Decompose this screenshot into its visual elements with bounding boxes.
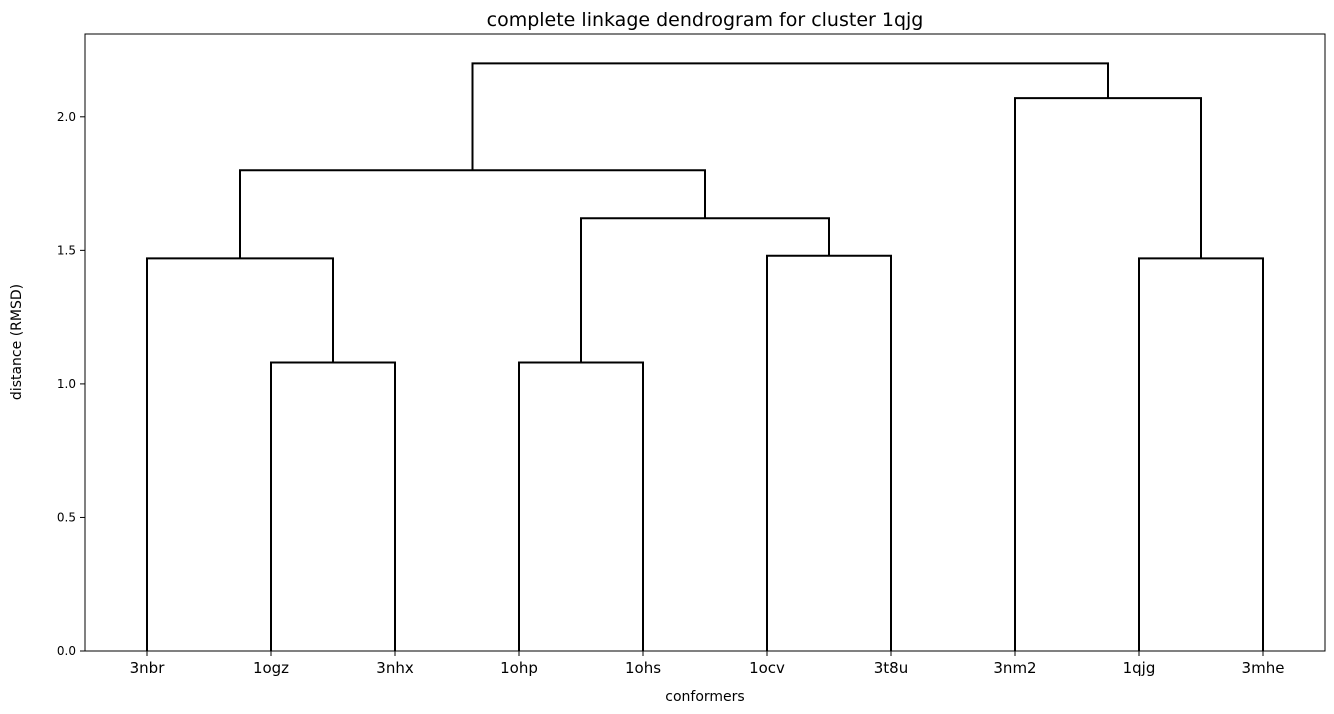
y-tick-label: 1.0 (57, 377, 76, 391)
merge-link-4 (766, 254, 892, 651)
leaf-label-1qjg: 1qjg (1123, 659, 1156, 677)
merge-link-1 (518, 361, 644, 651)
leaf-label-3nhx: 3nhx (376, 659, 414, 677)
y-tick-label: 1.5 (57, 243, 76, 257)
y-tick-label: 2.0 (57, 110, 76, 124)
merge-link-5 (580, 217, 830, 363)
merge-link-3 (1138, 257, 1264, 651)
leaf-label-3nm2: 3nm2 (993, 659, 1036, 677)
merge-link-7 (1014, 97, 1202, 651)
merge-link-2 (146, 257, 334, 651)
x-axis-label: conformers (665, 689, 744, 705)
x-axis: 3nbr 1ogz 3nhx 1ohp 1ohs 1ocv 3t8u 3nm2 1qjg 3mhe (130, 651, 1285, 677)
y-tick-label: 0.0 (57, 644, 76, 658)
plot-area (84, 33, 1326, 652)
y-tick-label: 0.5 (57, 510, 76, 524)
leaf-label-1ohs: 1ohs (625, 659, 661, 677)
dendrogram-links (146, 62, 1264, 651)
leaf-label-3nbr: 3nbr (130, 659, 166, 677)
leaf-label-3mhe: 3mhe (1242, 659, 1285, 677)
leaf-label-1ohp: 1ohp (500, 659, 538, 677)
leaf-label-3t8u: 3t8u (874, 659, 908, 677)
merge-link-6 (239, 169, 706, 259)
chart-title: complete linkage dendrogram for cluster … (487, 9, 924, 31)
merge-link-0 (270, 361, 396, 651)
y-axis: 0.0 0.5 1.0 1.5 2.0 (57, 110, 85, 658)
merge-link-8 (471, 62, 1109, 171)
y-axis-label: distance (RMSD) (9, 284, 25, 400)
leaf-label-1ogz: 1ogz (253, 659, 289, 677)
leaf-label-1ocv: 1ocv (749, 659, 785, 677)
